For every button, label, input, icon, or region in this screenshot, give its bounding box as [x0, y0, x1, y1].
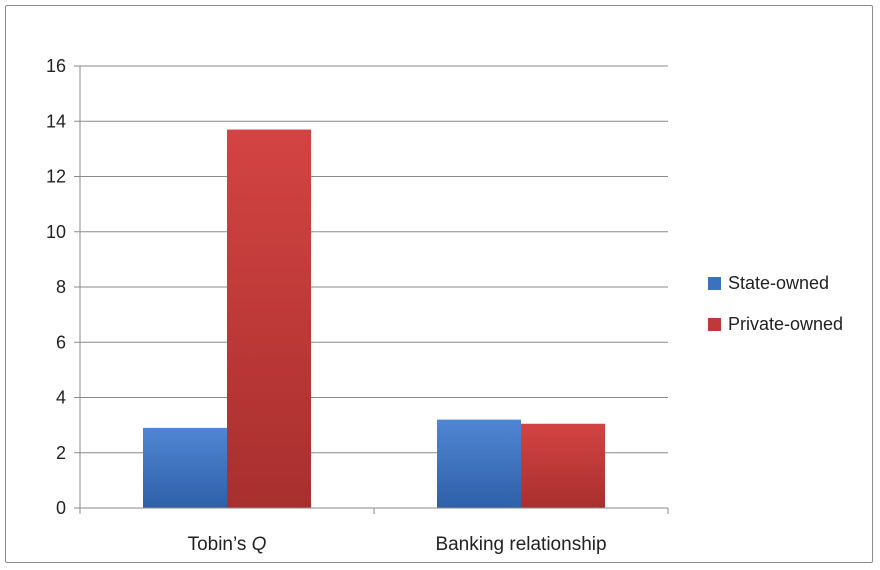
bar-private-owned-1	[227, 129, 311, 508]
y-tick-label: 8	[56, 277, 66, 297]
y-tick-label: 14	[46, 111, 66, 131]
x-category-label: Banking relationship	[435, 534, 606, 555]
legend-swatch-private-owned	[708, 318, 721, 331]
bars	[143, 129, 605, 508]
y-tick-label: 2	[56, 443, 66, 463]
axes	[79, 66, 669, 514]
y-tick-labels: 0 2 4 6 8 10 12 14 16	[46, 56, 66, 518]
y-tick-label: 4	[56, 388, 66, 408]
legend: State-owned Private-owned	[708, 273, 843, 334]
x-category-label: Tobin’s Q	[188, 534, 267, 555]
y-tick-label: 10	[46, 222, 66, 242]
y-tick-label: 0	[56, 498, 66, 518]
y-tick-label: 6	[56, 332, 66, 352]
bar-state-owned-2	[437, 419, 521, 508]
y-tick-label: 12	[46, 167, 66, 187]
x-category-labels: Tobin’s Q Banking relationship	[188, 534, 607, 555]
bar-private-owned-2	[521, 423, 605, 508]
legend-label-state-owned: State-owned	[728, 273, 829, 293]
y-tick-label: 16	[46, 56, 66, 76]
bar-state-owned-1	[143, 427, 227, 508]
legend-swatch-state-owned	[708, 277, 721, 290]
legend-label-private-owned: Private-owned	[728, 314, 843, 334]
